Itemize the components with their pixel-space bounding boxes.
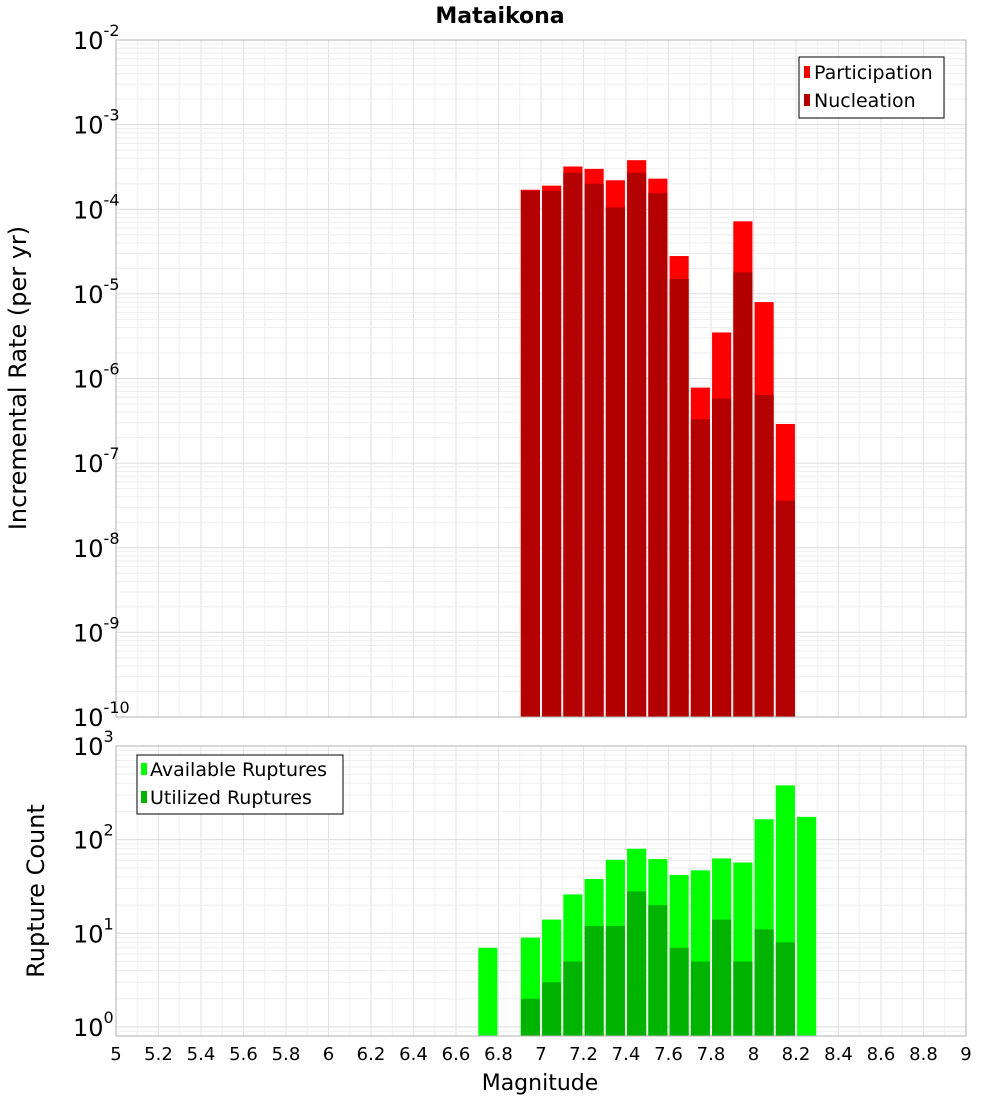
x-tick-label: 6.8 <box>484 1044 513 1065</box>
x-tick-label: 5.8 <box>272 1044 301 1065</box>
bar-utilized-ruptures <box>542 982 562 1036</box>
top-y-axis-label: Incremental Rate (per yr) <box>4 226 32 530</box>
legend-label-nucleation: Nucleation <box>814 90 916 112</box>
top-y-tick-label: 10-3 <box>73 106 120 140</box>
top-y-tick-label: 10-7 <box>73 444 120 478</box>
x-axis-label: Magnitude <box>482 1071 599 1096</box>
top-y-tick-label: 10-8 <box>73 529 120 563</box>
bar-utilized-ruptures <box>584 925 604 1036</box>
bottom-y-tick-label: 103 <box>73 727 114 761</box>
bar-nucleation <box>605 207 625 717</box>
top-y-tick-label: 10-5 <box>73 275 120 309</box>
legend-swatch-available <box>141 763 147 775</box>
x-tick-label: 5.4 <box>187 1044 216 1065</box>
bar-utilized-ruptures <box>627 891 647 1036</box>
bottom-legend-box <box>136 754 344 815</box>
bottom-y-axis-label: Rupture Count <box>22 804 50 978</box>
top-y-tick-label: 10-4 <box>73 190 120 224</box>
bottom-y-tick-label: 100 <box>73 1008 114 1042</box>
x-tick-label: 9 <box>960 1044 971 1065</box>
x-tick-label: 7.2 <box>569 1044 598 1065</box>
bar-nucleation <box>627 172 647 717</box>
bottom-y-tick-label: 101 <box>73 914 114 948</box>
bar-nucleation <box>584 183 604 717</box>
bar-available-ruptures <box>478 947 498 1036</box>
bar-available-ruptures <box>797 816 817 1036</box>
x-tick-label: 8.4 <box>824 1044 853 1065</box>
bar-utilized-ruptures <box>563 961 583 1036</box>
bottom-y-tick-labels: 100 101 102 103 <box>73 727 114 1042</box>
x-tick-label: 5.2 <box>144 1044 173 1065</box>
bottom-y-tick-label: 102 <box>73 821 114 855</box>
bar-nucleation <box>690 419 710 717</box>
x-tick-label: 6 <box>323 1044 334 1065</box>
top-bars <box>520 160 795 718</box>
x-tick-label: 5.6 <box>229 1044 258 1065</box>
x-tick-label: 6.4 <box>399 1044 428 1065</box>
bar-utilized-ruptures <box>690 961 710 1036</box>
x-tick-label: 7.8 <box>697 1044 726 1065</box>
legend-label-utilized: Utilized Ruptures <box>150 787 312 809</box>
top-plot-border <box>115 39 967 718</box>
x-tick-label: 6.2 <box>357 1044 386 1065</box>
x-tick-label: 7.6 <box>654 1044 683 1065</box>
bar-nucleation <box>563 172 583 717</box>
top-legend: Participation Nucleation <box>798 56 945 119</box>
bar-utilized-ruptures <box>712 919 732 1036</box>
bar-nucleation <box>669 278 689 717</box>
top-gridlines <box>115 39 967 718</box>
x-tick-label: 8.2 <box>782 1044 811 1065</box>
bar-utilized-ruptures <box>648 905 668 1036</box>
bar-utilized-ruptures <box>754 929 774 1036</box>
top-y-tick-labels: 10-10 10-9 10-8 10-7 10-6 10-5 10-4 10-3 10-2 <box>73 21 130 732</box>
x-tick-label: 8 <box>748 1044 759 1065</box>
bar-nucleation <box>648 193 668 717</box>
x-tick-label: 8.8 <box>909 1044 938 1065</box>
bar-nucleation <box>542 190 562 717</box>
bottom-legend: Available Ruptures Utilized Ruptures <box>136 754 344 815</box>
bottom-plot-border <box>115 745 967 1037</box>
x-tick-labels: 5 5.2 5.4 5.6 5.8 6 6.2 6.4 6.6 6.8 7 7.2 7.4 7.6 7.8 8… <box>110 1044 971 1065</box>
bottom-bars <box>478 785 817 1036</box>
legend-swatch-utilized <box>141 791 147 803</box>
top-y-tick-label: 10-9 <box>73 613 120 647</box>
bar-nucleation <box>520 190 540 717</box>
x-tick-label: 8.6 <box>867 1044 896 1065</box>
legend-swatch-participation <box>804 66 810 78</box>
bar-utilized-ruptures <box>520 998 540 1036</box>
chart-title: Mataikona <box>435 4 564 29</box>
top-y-tick-label: 10-2 <box>73 21 120 55</box>
legend-label-available: Available Ruptures <box>150 759 327 781</box>
top-legend-box <box>798 56 945 119</box>
bar-utilized-ruptures <box>733 961 753 1036</box>
x-tick-label: 7.4 <box>612 1044 641 1065</box>
x-tick-label: 5 <box>110 1044 121 1065</box>
bar-nucleation <box>712 398 732 717</box>
top-y-tick-label: 10-10 <box>73 698 130 732</box>
x-tick-label: 6.6 <box>442 1044 471 1065</box>
legend-swatch-nucleation <box>804 94 810 106</box>
top-plot-area: 10-10 10-9 10-8 10-7 10-6 10-5 10-4 10-3 10-2 In… <box>4 21 967 732</box>
bar-nucleation <box>754 394 774 717</box>
bar-utilized-ruptures <box>775 942 795 1036</box>
bar-utilized-ruptures <box>669 947 689 1036</box>
x-tick-label: 7 <box>535 1044 546 1065</box>
bar-nucleation <box>733 272 753 717</box>
legend-label-participation: Participation <box>814 62 933 84</box>
top-y-tick-label: 10-6 <box>73 360 120 394</box>
bar-utilized-ruptures <box>605 925 625 1036</box>
bottom-plot-area: 100 101 102 103 Rupture Count Available Rup… <box>22 727 967 1042</box>
bar-nucleation <box>775 500 795 717</box>
